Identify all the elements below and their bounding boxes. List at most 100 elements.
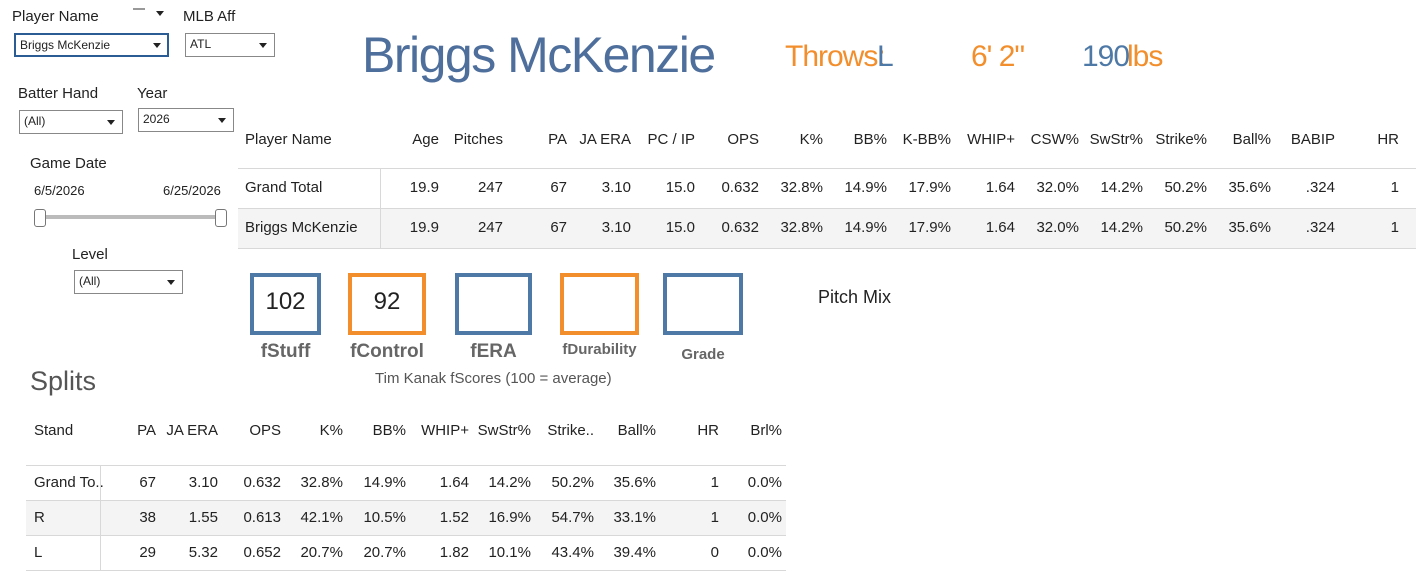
dropdown[interactable]: (All) [19,110,123,134]
table-cell: 10.5% [363,509,406,526]
row-band [238,208,1416,248]
dropdown-arrow [259,43,267,48]
column-header: SwStr% [477,422,531,439]
table-cell: Briggs McKenzie [245,219,358,236]
score-box [663,273,743,335]
table-cell: 1 [1390,179,1399,196]
dropdown[interactable]: (All) [74,270,183,294]
table-cell: 1 [1390,219,1399,236]
table-cell: 1.64 [439,474,469,491]
table-cell: 67 [550,179,567,196]
date-end: 6/25/2026 [163,183,221,198]
slider-handle[interactable] [215,209,227,227]
column-header: JA ERA [579,131,631,148]
table-cell: 19.9 [409,179,439,196]
table-cell: Grand To.. [34,474,104,491]
dropdown-arrow [218,118,226,123]
table-cell: 14.2% [488,474,531,491]
score-box [560,273,639,335]
row-line [238,168,1416,169]
table-cell: 0.0% [747,544,782,561]
throws-value: L [877,40,894,73]
column-header: Brl% [750,422,782,439]
table-cell: 19.9 [409,219,439,236]
table-cell: 35.6% [1228,179,1271,196]
dropdown-arrow [153,43,161,48]
column-header: PA [548,131,567,148]
column-header: PA [137,422,156,439]
table-cell: 38 [139,509,156,526]
table-cell: 3.10 [601,179,631,196]
column-header: JA ERA [166,422,218,439]
table-cell: 1.64 [985,179,1015,196]
filter-menu-arrow [156,11,164,16]
score-label: fERA [470,341,517,362]
table-cell: 14.9% [844,219,887,236]
table-cell: 32.8% [300,474,343,491]
table-cell: .324 [1305,179,1335,196]
dropdown-arrow [167,280,175,285]
table-cell: 39.4% [613,544,656,561]
date-start: 6/5/2026 [34,183,85,198]
table-cell: 20.7% [300,544,343,561]
column-header: K% [799,131,823,148]
dropdown[interactable]: Briggs McKenzie [14,33,169,57]
table-cell: 247 [477,179,503,196]
score-box [250,273,321,335]
table-cell: 32.8% [780,219,823,236]
table-cell: L [34,544,43,561]
column-header: WHIP+ [421,422,469,439]
table-cell: 20.7% [363,544,406,561]
column-header: Strike% [1155,131,1207,148]
column-header: OPS [727,131,759,148]
table-cell: 33.1% [613,509,656,526]
column-divider [100,465,101,570]
table-cell: 1 [710,509,719,526]
score-box [455,273,532,335]
column-header: HR [1377,131,1399,148]
table-cell: 43.4% [551,544,594,561]
filter-label: Level [72,246,108,263]
column-header: BB% [372,422,406,439]
slider-track[interactable] [40,215,222,219]
player-title: Briggs McKenzie [362,27,716,83]
table-cell: 50.2% [1164,219,1207,236]
column-divider [380,168,381,248]
slider-handle[interactable] [34,209,46,227]
table-cell: 17.9% [908,219,951,236]
table-cell: 14.9% [363,474,406,491]
table-cell: 14.9% [844,179,887,196]
table-cell: 1.52 [439,509,469,526]
row-line [238,248,1416,249]
column-header: HR [697,422,719,439]
column-header: Pitches [453,131,503,148]
table-cell: 35.6% [1228,219,1271,236]
table-cell: 5.32 [188,544,218,561]
table-cell: 14.2% [1100,179,1143,196]
score-label: fDurability [562,341,637,358]
column-header: CSW% [1030,131,1079,148]
row-line [26,535,786,536]
filter-label: Player Name [12,8,99,25]
throws-label: Throws: [785,40,886,73]
table-cell: R [34,509,45,526]
table-cell: 10.1% [488,544,531,561]
table-cell: 32.8% [780,179,823,196]
table-cell: 1 [710,474,719,491]
weight-unit: lbs [1127,40,1163,73]
table-cell: 15.0 [665,219,695,236]
column-header: SwStr% [1089,131,1143,148]
table-cell: 17.9% [908,179,951,196]
table-cell: 0 [710,544,719,561]
table-cell: 1.82 [439,544,469,561]
table-cell: 14.2% [1100,219,1143,236]
filter-label: Batter Hand [18,85,99,102]
column-header: BB% [853,131,887,148]
dropdown[interactable]: 2026 [138,108,234,132]
filter-label: Year [137,85,168,102]
column-header: Stand [34,422,74,439]
splits-title: Splits [30,366,97,396]
table-cell: 3.10 [601,219,631,236]
score-caption: Tim Kanak fScores (100 = average) [375,370,612,387]
